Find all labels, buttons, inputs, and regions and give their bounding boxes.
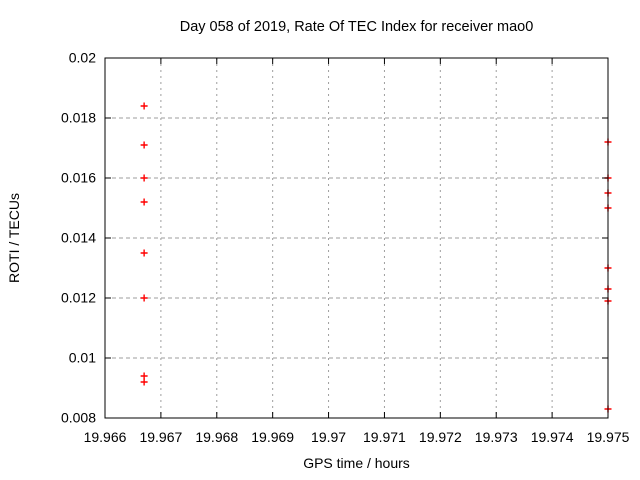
data-point-marker [140, 198, 148, 206]
x-tick-label: 19.97 [311, 429, 346, 445]
y-tick-label: 0.014 [61, 230, 96, 246]
data-point-marker [140, 372, 148, 380]
x-tick-label: 19.975 [587, 429, 630, 445]
data-point-marker [140, 174, 148, 182]
x-tick-label: 19.968 [195, 429, 238, 445]
data-point-marker [140, 249, 148, 257]
y-tick-label: 0.018 [61, 110, 96, 126]
x-tick-label: 19.971 [363, 429, 406, 445]
x-axis-label: GPS time / hours [303, 455, 410, 471]
data-point-marker [140, 294, 148, 302]
y-tick-label: 0.01 [69, 350, 96, 366]
data-point-marker [140, 378, 148, 386]
x-tick-label: 19.973 [475, 429, 518, 445]
x-tick-label: 19.972 [419, 429, 462, 445]
data-point-marker [140, 141, 148, 149]
x-tick-label: 19.974 [531, 429, 574, 445]
x-tick-label: 19.966 [84, 429, 127, 445]
y-tick-label: 0.02 [69, 50, 96, 66]
x-tick-label: 19.969 [251, 429, 294, 445]
data-point-marker [140, 102, 148, 110]
x-tick-label: 19.967 [139, 429, 182, 445]
y-tick-label: 0.008 [61, 410, 96, 426]
y-tick-label: 0.012 [61, 290, 96, 306]
chart-title: Day 058 of 2019, Rate Of TEC Index for r… [179, 19, 534, 35]
y-tick-label: 0.016 [61, 170, 96, 186]
